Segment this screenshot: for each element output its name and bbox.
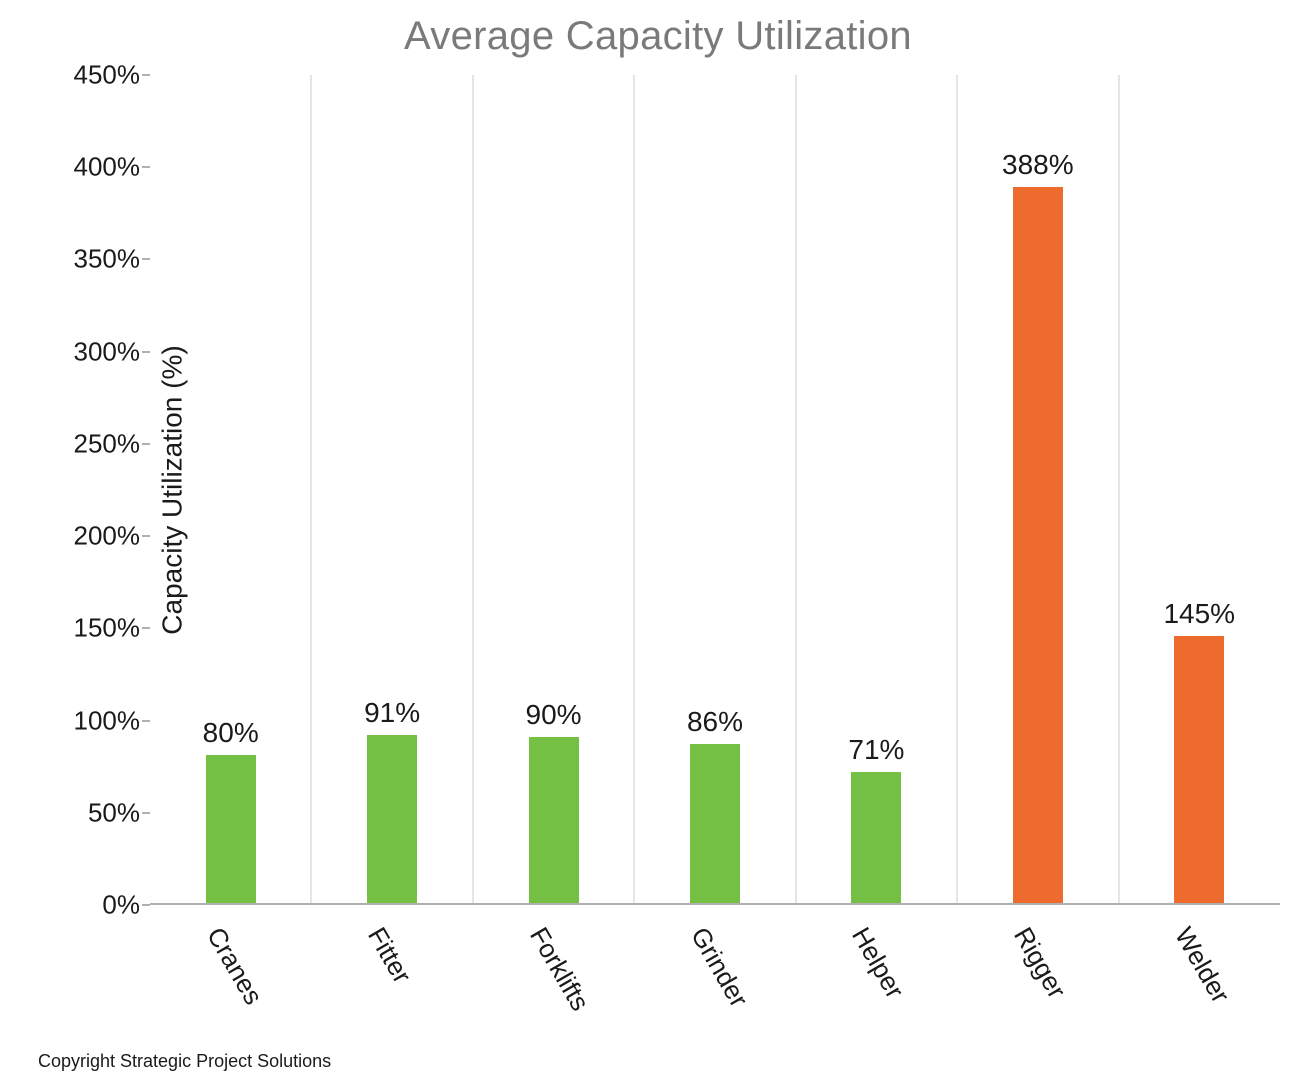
y-tick-mark [142,74,150,76]
bar [1013,187,1063,903]
bar [367,735,417,903]
vertical-gridline [633,75,635,903]
bar [529,737,579,903]
bar-value-label: 388% [963,149,1113,181]
bar [206,755,256,903]
bar [690,744,740,903]
y-tick-label: 350% [40,244,140,275]
y-tick-mark [142,351,150,353]
y-tick-mark [142,166,150,168]
y-tick-label: 300% [40,336,140,367]
y-tick-label: 450% [40,60,140,91]
bar [851,772,901,903]
y-tick-label: 50% [40,797,140,828]
vertical-gridline [310,75,312,903]
vertical-gridline [472,75,474,903]
bar [1174,636,1224,903]
bar-value-label: 90% [479,699,629,731]
y-tick-label: 400% [40,152,140,183]
y-tick-label: 200% [40,521,140,552]
y-tick-label: 150% [40,613,140,644]
vertical-gridline [1118,75,1120,903]
vertical-gridline [795,75,797,903]
y-tick-mark [142,258,150,260]
y-tick-mark [142,720,150,722]
y-tick-mark [142,627,150,629]
y-tick-label: 100% [40,705,140,736]
chart-title: Average Capacity Utilization [0,14,1316,59]
bar-value-label: 86% [640,706,790,738]
y-tick-label: 250% [40,428,140,459]
plot-area [150,75,1280,905]
y-tick-mark [142,443,150,445]
y-tick-mark [142,535,150,537]
capacity-utilization-chart: Average Capacity Utilization Capacity Ut… [0,0,1316,1084]
bar-value-label: 145% [1124,598,1274,630]
bar-value-label: 71% [801,734,951,766]
bar-value-label: 80% [156,717,306,749]
y-tick-mark [142,904,150,906]
copyright-text: Copyright Strategic Project Solutions [38,1051,331,1072]
vertical-gridline [956,75,958,903]
bar-value-label: 91% [317,697,467,729]
y-tick-mark [142,812,150,814]
y-tick-label: 0% [40,890,140,921]
